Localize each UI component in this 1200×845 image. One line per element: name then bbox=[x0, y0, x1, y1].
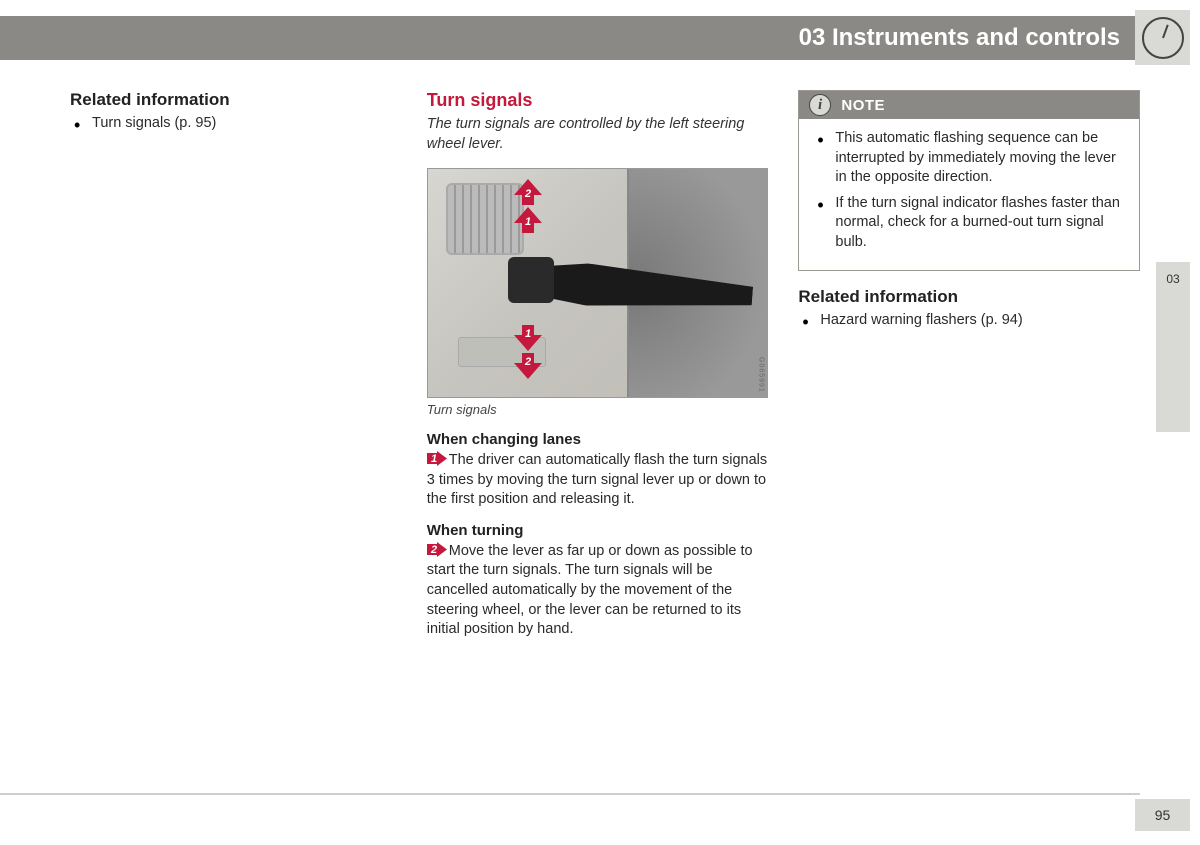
column-3: i NOTE This automatic flashing sequence … bbox=[798, 90, 1140, 652]
subsection-2-body: Move the lever as far up or down as poss… bbox=[427, 543, 753, 637]
chapter-icon-box bbox=[1135, 10, 1190, 65]
page-content: Related information Turn signals (p. 95)… bbox=[70, 90, 1140, 652]
section-heading: Turn signals bbox=[427, 90, 769, 111]
side-chapter-number: 03 bbox=[1156, 272, 1190, 286]
signal-lever-end-graphic bbox=[508, 257, 554, 303]
inline-marker-1-icon: 1 bbox=[427, 451, 447, 466]
chapter-header-bar: 03 Instruments and controls bbox=[0, 16, 1140, 60]
list-item: This automatic flashing sequence can be … bbox=[813, 129, 1125, 188]
related-info-heading: Related information bbox=[70, 90, 397, 110]
page-number: 95 bbox=[1135, 799, 1190, 831]
arrow-down-markers: 1 2 bbox=[510, 323, 546, 379]
marker-up-2: 2 bbox=[524, 188, 531, 200]
inline-marker-2-icon: 2 bbox=[427, 542, 447, 557]
list-item: Turn signals (p. 95) bbox=[70, 114, 397, 134]
svg-text:1: 1 bbox=[431, 453, 437, 465]
note-list: This automatic flashing sequence can be … bbox=[813, 129, 1125, 252]
marker-down-1: 1 bbox=[525, 328, 531, 340]
column-2: Turn signals The turn signals are contro… bbox=[427, 90, 769, 652]
figure-caption: Turn signals bbox=[427, 402, 769, 417]
subsection-heading-1: When changing lanes bbox=[427, 431, 769, 448]
turn-signal-figure: 2 1 1 2 G065991 bbox=[427, 168, 769, 398]
section-intro: The turn signals are controlled by the l… bbox=[427, 115, 769, 154]
footer-rule bbox=[0, 793, 1140, 795]
marker-up-1: 1 bbox=[525, 216, 531, 228]
gauge-icon bbox=[1142, 17, 1184, 59]
figure-id-code: G065991 bbox=[757, 357, 764, 393]
list-item: Hazard warning flashers (p. 94) bbox=[798, 311, 1140, 331]
subsection-2-text: 2 Move the lever as far up or down as po… bbox=[427, 542, 769, 640]
marker-down-2: 2 bbox=[524, 356, 531, 368]
subsection-1-text: 1 The driver can automatically flash the… bbox=[427, 451, 769, 510]
side-chapter-tab: 03 bbox=[1156, 262, 1190, 432]
related-info-list: Turn signals (p. 95) bbox=[70, 114, 397, 134]
subsection-heading-2: When turning bbox=[427, 522, 769, 539]
note-box: i NOTE This automatic flashing sequence … bbox=[798, 90, 1140, 271]
related-info-heading: Related information bbox=[798, 287, 1140, 307]
subsection-1-body: The driver can automatically flash the t… bbox=[427, 452, 767, 507]
note-body: This automatic flashing sequence can be … bbox=[799, 119, 1139, 270]
note-header: i NOTE bbox=[799, 91, 1139, 119]
list-item: If the turn signal indicator flashes fas… bbox=[813, 194, 1125, 253]
note-label: NOTE bbox=[841, 97, 885, 114]
related-info-list: Hazard warning flashers (p. 94) bbox=[798, 311, 1140, 331]
info-icon: i bbox=[809, 94, 831, 116]
svg-text:2: 2 bbox=[430, 544, 437, 556]
arrow-up-markers: 2 1 bbox=[510, 179, 546, 235]
chapter-title: 03 Instruments and controls bbox=[799, 24, 1120, 52]
column-1: Related information Turn signals (p. 95) bbox=[70, 90, 397, 652]
